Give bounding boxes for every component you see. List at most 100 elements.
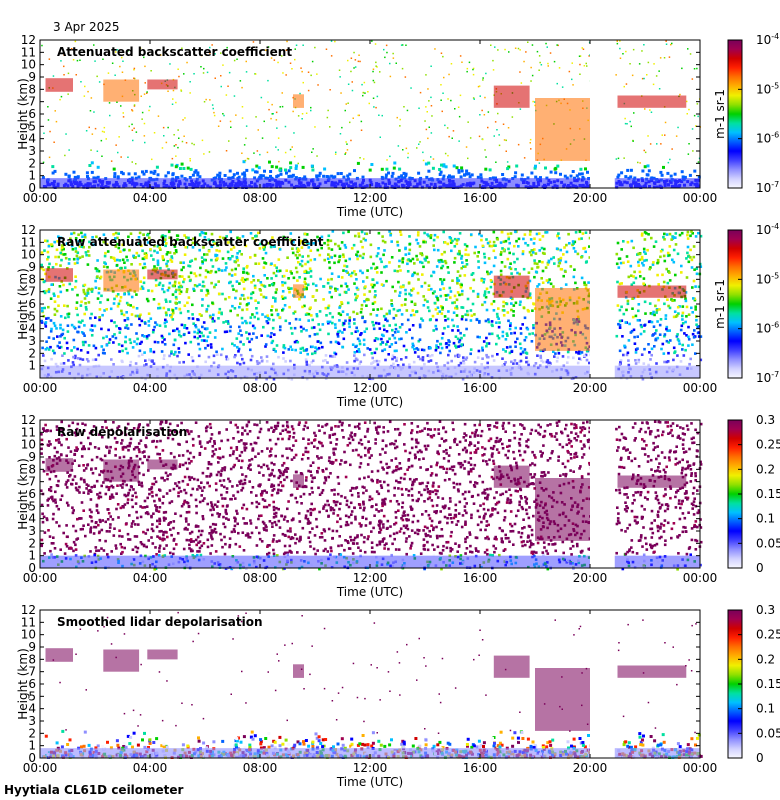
y-tick-label: 9: [28, 70, 36, 84]
cloud-layer: [493, 85, 530, 108]
cloud-layer: [493, 465, 530, 488]
colorbar-tick-label: 0.25: [756, 628, 780, 642]
heatmap-field: [40, 40, 701, 189]
y-tick-label: 10: [21, 58, 36, 72]
cloud-layer: [617, 475, 687, 488]
date-label: 3 Apr 2025: [53, 20, 120, 34]
x-tick-label: 20:00: [573, 381, 608, 395]
cloud-layer: [617, 95, 687, 108]
y-axis-label: Height (km): [16, 78, 30, 149]
y-tick-label: 3: [28, 524, 36, 538]
y-tick-label: 2: [28, 156, 36, 170]
x-tick-label: 00:00: [683, 571, 718, 585]
y-tick-label: 8: [28, 652, 36, 666]
y-tick-label: 4: [28, 132, 36, 146]
y-tick-label: 5: [28, 119, 36, 133]
panel-title: Attenuated backscatter coefficient: [57, 45, 292, 59]
x-tick-label: 16:00: [463, 571, 498, 585]
colorbar-tick-label: 0.2: [756, 462, 775, 476]
x-tick-label: 08:00: [243, 761, 278, 775]
y-tick-label: 4: [28, 322, 36, 336]
y-tick-label: 4: [28, 512, 36, 526]
x-tick-label: 20:00: [573, 571, 608, 585]
colorbar-tick-label: 0: [756, 561, 764, 575]
x-tick-label: 12:00: [353, 761, 388, 775]
x-tick-label: 12:00: [353, 571, 388, 585]
x-tick-label: 16:00: [463, 761, 498, 775]
colorbar-tick-label: 10-7: [756, 180, 779, 195]
y-axis-label: Height (km): [16, 268, 30, 339]
data-gap: [590, 610, 615, 758]
cloud-layer: [147, 269, 178, 280]
y-tick-label: 8: [28, 82, 36, 96]
x-tick-label: 04:00: [133, 571, 168, 585]
x-tick-label: 04:00: [133, 381, 168, 395]
colorbar-tick-label: 0.15: [756, 487, 780, 501]
colorbar: [727, 39, 743, 189]
y-tick-label: 11: [21, 615, 36, 629]
y-tick-label: 9: [28, 260, 36, 274]
y-tick-label: 7: [28, 285, 36, 299]
cloud-layer: [147, 459, 178, 470]
colorbar-tick-label: 10-6: [756, 131, 779, 146]
colorbar-tick-label: 10-4: [756, 32, 779, 47]
y-tick-label: 5: [28, 309, 36, 323]
colorbar-tick-label: 10-5: [756, 81, 779, 96]
x-tick-label: 12:00: [353, 381, 388, 395]
x-tick-label: 00:00: [23, 191, 58, 205]
y-tick-label: 2: [28, 536, 36, 550]
cloud-layer: [493, 275, 530, 298]
cloud-layer: [293, 94, 304, 108]
colorbar-tick-label: 0.1: [756, 512, 775, 526]
y-tick-label: 8: [28, 272, 36, 286]
y-tick-label: 3: [28, 334, 36, 348]
x-tick-label: 20:00: [573, 761, 608, 775]
y-tick-label: 2: [28, 726, 36, 740]
colorbar-unit: m-1 sr-1: [713, 89, 727, 139]
colorbar-tick-label: 0.05: [756, 726, 780, 740]
data-gap: [590, 420, 615, 568]
heatmap-field: [40, 230, 703, 381]
panel-title: Smoothed lidar depolarisation: [57, 615, 263, 629]
x-tick-label: 16:00: [463, 191, 498, 205]
data-gap: [590, 40, 615, 188]
y-tick-label: 7: [28, 665, 36, 679]
colorbar-tick-label: 10-7: [756, 370, 779, 385]
y-tick-label: 6: [28, 487, 36, 501]
x-tick-label: 08:00: [243, 381, 278, 395]
y-tick-label: 4: [28, 702, 36, 716]
heatmap-field: [40, 611, 703, 759]
cloud-layer: [103, 649, 140, 672]
cloud-layer: [535, 98, 590, 161]
cloud-layer: [147, 79, 178, 90]
panel-title: Raw attenuated backscatter coefficient: [57, 235, 324, 249]
cloud-layer: [45, 648, 73, 662]
y-axis-label: Height (km): [16, 458, 30, 529]
site-label: Hyytiala CL61D ceilometer: [4, 783, 184, 797]
y-tick-label: 5: [28, 689, 36, 703]
y-tick-label: 1: [28, 549, 36, 563]
y-tick-label: 6: [28, 677, 36, 691]
cloud-layer: [103, 459, 140, 482]
colorbar-tick-label: 0.2: [756, 652, 775, 666]
y-tick-label: 11: [21, 45, 36, 59]
y-tick-label: 0: [28, 181, 36, 195]
y-tick-label: 11: [21, 425, 36, 439]
x-axis-label: Time (UTC): [336, 585, 403, 599]
y-tick-label: 7: [28, 475, 36, 489]
y-tick-label: 12: [21, 603, 36, 617]
cloud-layer: [617, 665, 687, 678]
x-tick-label: 00:00: [683, 191, 718, 205]
x-tick-label: 00:00: [23, 761, 58, 775]
colorbar-tick-label: 10-4: [756, 222, 779, 237]
colorbar-tick-label: 0: [756, 751, 764, 765]
cloud-layer: [535, 668, 590, 731]
x-tick-label: 12:00: [353, 191, 388, 205]
y-tick-label: 10: [21, 248, 36, 262]
colorbar-tick-label: 10-6: [756, 321, 779, 336]
